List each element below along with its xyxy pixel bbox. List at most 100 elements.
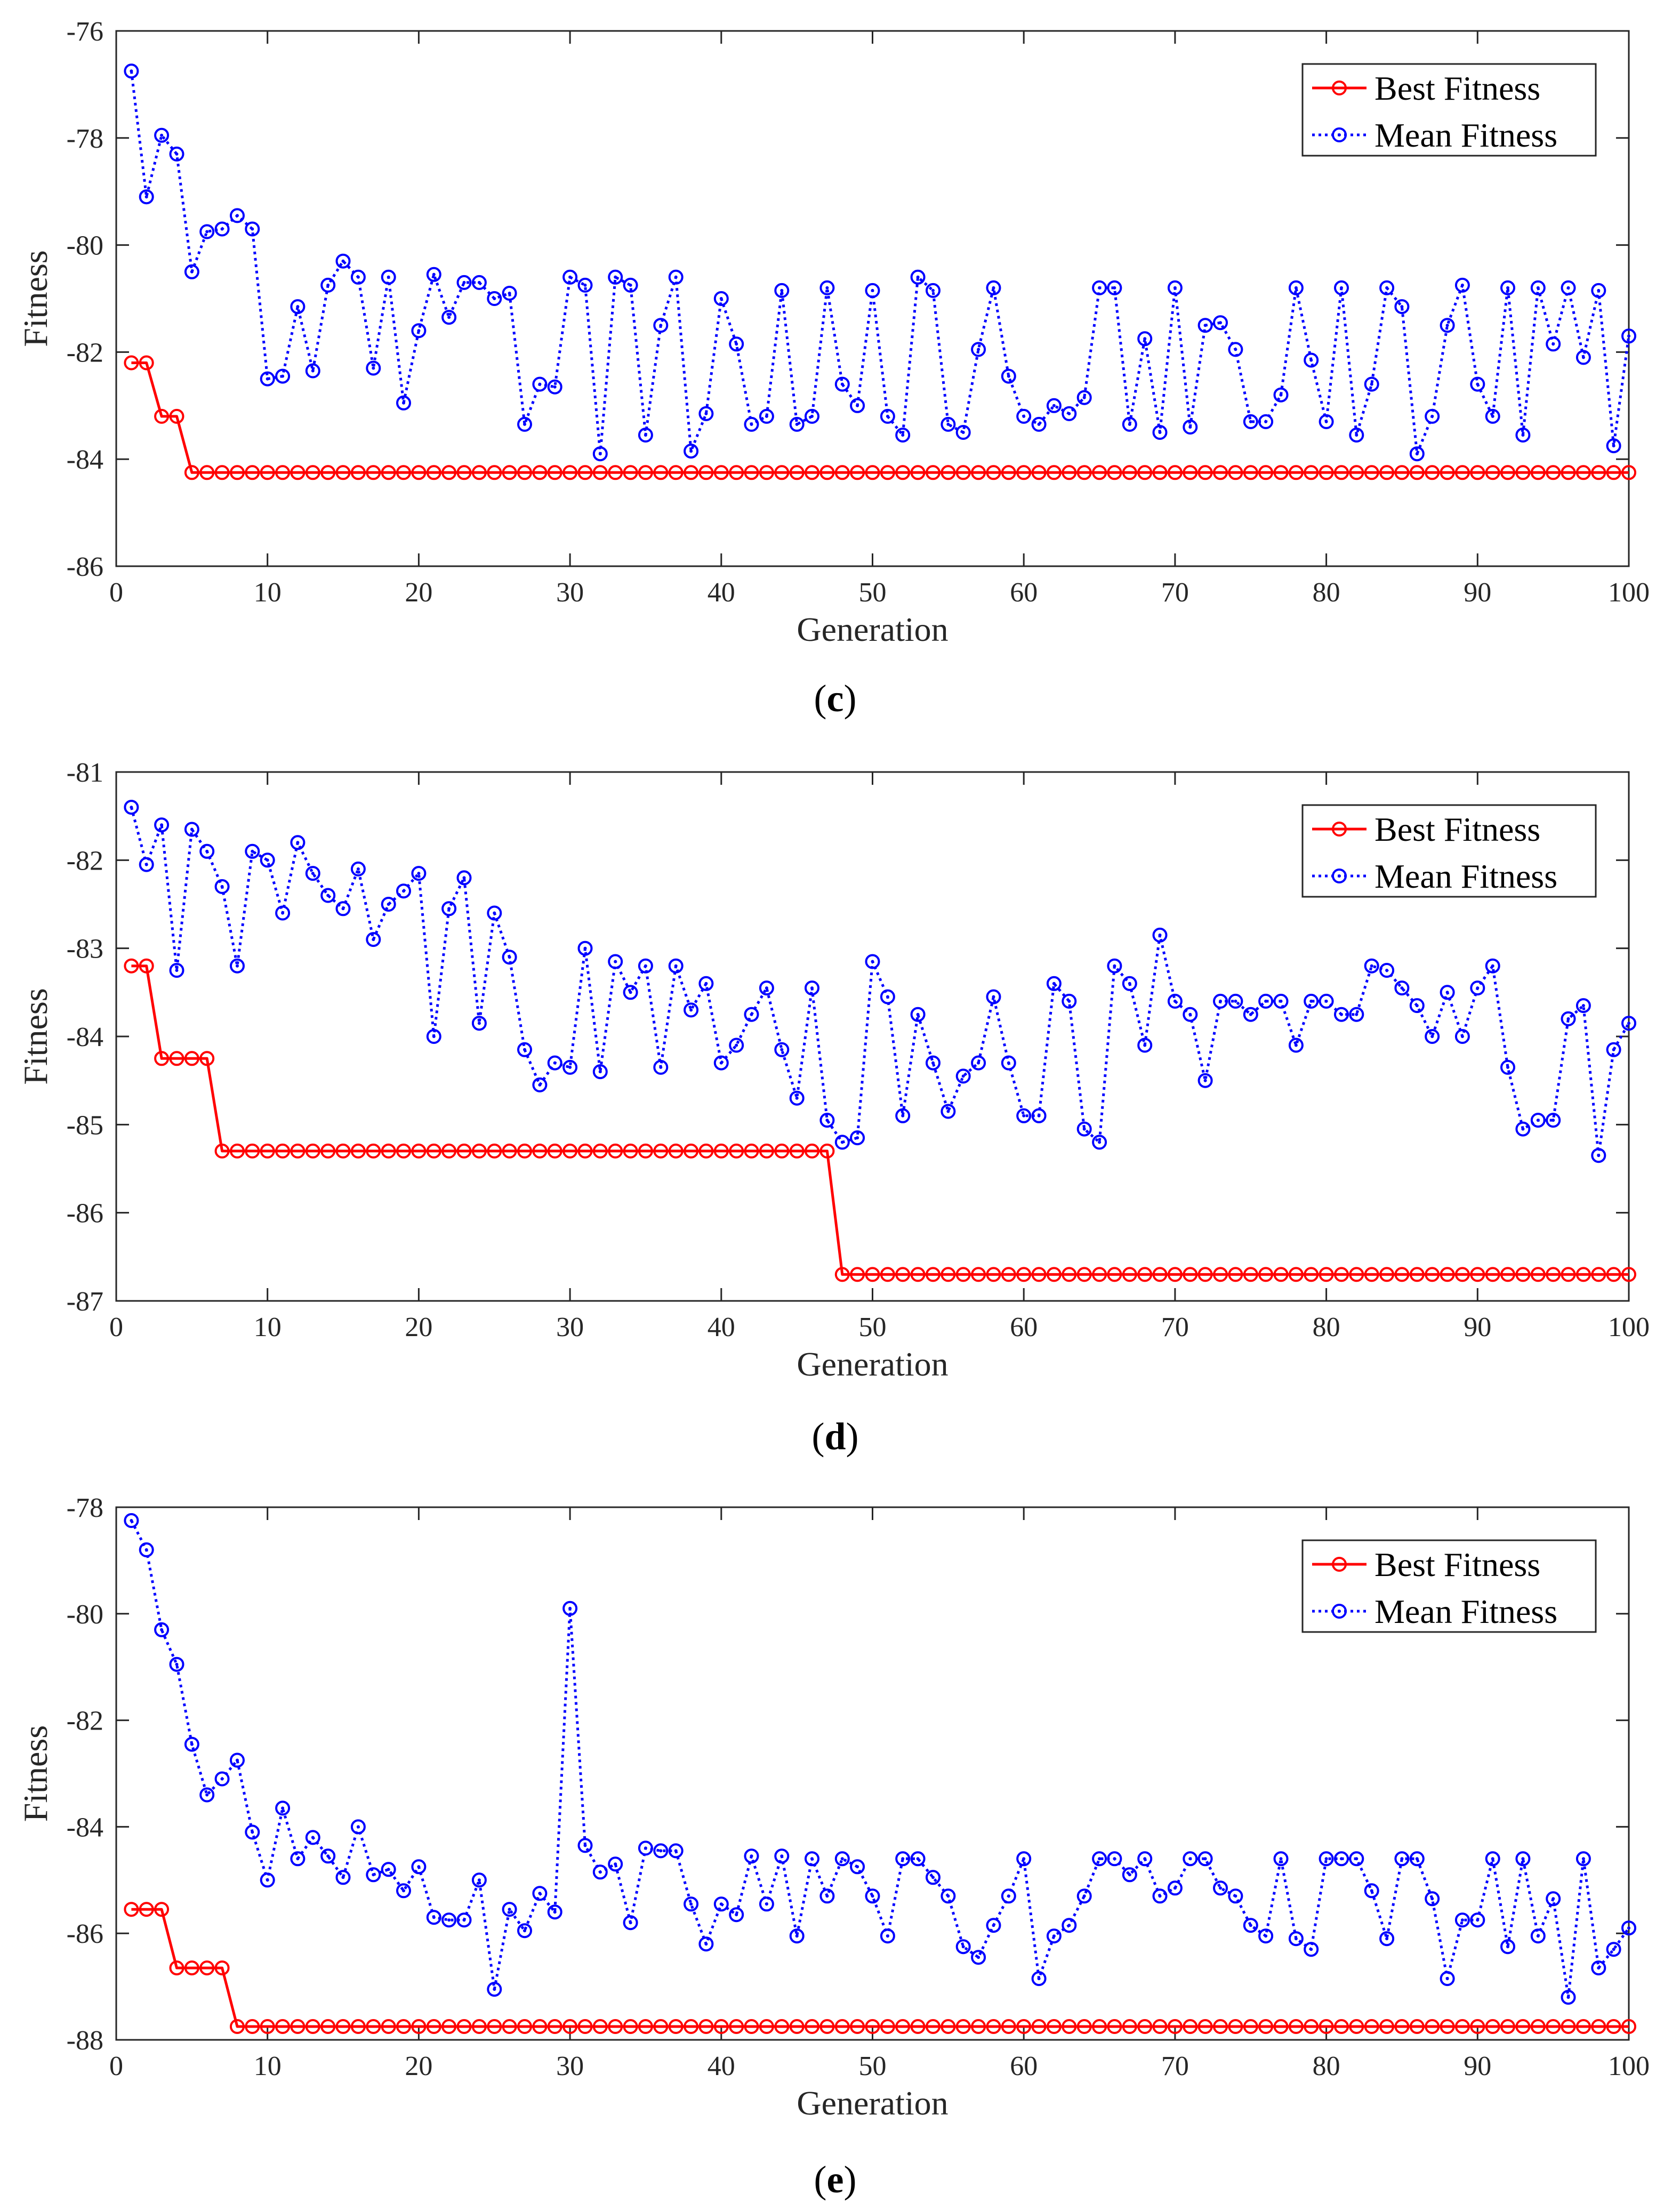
data-point-best (971, 465, 986, 480)
data-point-best (1349, 465, 1364, 480)
data-point-mean (971, 1950, 986, 1965)
data-point-center-mean (1309, 358, 1313, 362)
data-point-best (335, 2019, 351, 2034)
data-point-center-mean (992, 1924, 995, 1927)
data-point-center-mean (402, 889, 405, 893)
data-point-center-mean (598, 1870, 602, 1874)
data-point-mean (1349, 1007, 1364, 1022)
data-point-best (1152, 1267, 1168, 1282)
data-point-mean (638, 428, 653, 443)
data-point-center-mean (644, 1846, 647, 1850)
data-point-mean (139, 189, 154, 205)
data-point-mean (577, 1838, 593, 1853)
data-point-best (1561, 1267, 1576, 1282)
data-point-best (532, 1143, 548, 1159)
x-tick-label: 100 (1608, 577, 1650, 608)
data-point-mean (1485, 1851, 1500, 1867)
data-point-mean (1454, 1912, 1470, 1928)
data-point-center-mean (674, 964, 678, 968)
data-point-mean (1409, 998, 1425, 1014)
legend: Best Fitness Mean Fitness (1301, 1539, 1597, 1633)
data-point-center-mean (1279, 1857, 1283, 1861)
data-point-best (653, 1143, 669, 1159)
data-point-center-mean (1173, 286, 1177, 290)
data-point-mean (577, 940, 593, 956)
data-point-center-mean (825, 286, 829, 290)
data-point-best (1062, 1267, 1077, 1282)
data-point-best (1454, 465, 1470, 480)
data-point-center-mean (432, 272, 436, 276)
data-point-mean (805, 408, 819, 424)
x-tick-label: 50 (859, 1312, 887, 1342)
x-tick-label: 100 (1608, 1312, 1650, 1342)
data-point-mean (230, 958, 245, 974)
data-point-mean (260, 1872, 275, 1888)
y-tick-label: -85 (67, 1110, 103, 1140)
data-point-best (517, 2019, 532, 2034)
data-point-mean (487, 905, 502, 921)
data-point-best (819, 2019, 835, 2034)
data-point-center-mean (1128, 422, 1131, 426)
data-point-best (1440, 465, 1455, 480)
data-point-mean (1319, 1851, 1334, 1867)
data-point-best (320, 465, 336, 480)
x-tick-label: 0 (109, 2051, 123, 2081)
data-point-best (411, 2019, 427, 2034)
data-point-center-mean (780, 288, 784, 292)
x-tick-label: 40 (708, 1312, 735, 1342)
data-point-center-mean (251, 227, 254, 231)
data-point-mean (1591, 283, 1606, 298)
data-point-mean (834, 1135, 850, 1150)
data-point-center-mean (735, 342, 738, 346)
data-point-center-mean (1430, 1897, 1434, 1901)
data-point-center-mean (387, 1868, 390, 1871)
data-point-best (366, 2019, 381, 2034)
data-point-mean (381, 269, 396, 285)
data-point-center-mean (856, 404, 859, 407)
data-point-center-mean (1521, 1857, 1525, 1861)
data-point-center-mean (1627, 334, 1630, 338)
data-point-mean (1288, 1038, 1304, 1053)
data-point-center-mean (326, 1854, 330, 1858)
data-point-best (1515, 1267, 1531, 1282)
data-point-mean (305, 866, 320, 881)
data-point-center-mean (160, 823, 164, 827)
data-point-mean (275, 368, 291, 384)
legend-marker-best (1332, 822, 1347, 837)
data-point-best (1319, 465, 1334, 480)
data-point-center-mean (750, 422, 753, 426)
data-point-mean (502, 286, 517, 301)
data-point-center-mean (1476, 382, 1480, 386)
data-point-center-mean (1052, 1934, 1056, 1938)
data-point-mean (910, 1007, 926, 1022)
data-point-best (260, 2019, 275, 2034)
data-point-best (759, 2019, 774, 2034)
y-axis-label: Fitness (17, 250, 54, 347)
data-point-mean (789, 416, 805, 432)
data-point-mean (169, 1657, 184, 1672)
data-point-best (411, 465, 427, 480)
data-point-center-mean (1581, 356, 1585, 359)
data-point-mean (941, 416, 956, 432)
data-point-center-mean (719, 1061, 723, 1065)
x-tick-label: 20 (405, 2051, 432, 2081)
data-point-center-mean (447, 907, 451, 911)
data-point-mean (471, 275, 487, 290)
data-point-best (1561, 465, 1576, 480)
data-point-best (1454, 1267, 1470, 1282)
data-point-mean (381, 897, 396, 912)
data-point-best (502, 1143, 517, 1159)
x-tick-label: 90 (1464, 1312, 1491, 1342)
data-point-best (184, 1960, 199, 1976)
x-tick-label: 90 (1464, 577, 1491, 608)
data-point-mean (668, 958, 684, 974)
data-point-center-mean (674, 275, 678, 279)
data-point-mean (1379, 280, 1395, 295)
data-point-best (1197, 465, 1213, 480)
data-point-mean (1364, 958, 1379, 974)
data-point-best (441, 1143, 457, 1159)
data-point-best (532, 2019, 548, 2034)
data-point-center-mean (1052, 982, 1056, 985)
data-point-center-mean (1219, 999, 1222, 1003)
data-point-mean (320, 888, 336, 903)
